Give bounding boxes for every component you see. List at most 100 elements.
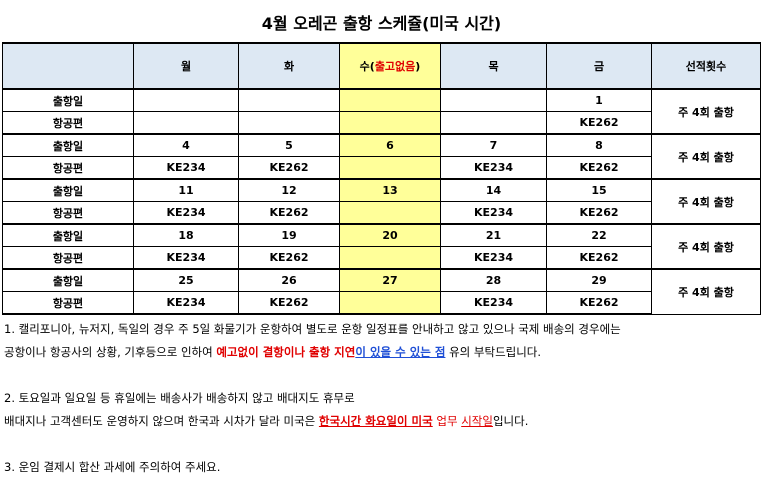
- date-cell: 21: [440, 223, 547, 247]
- row-label-date: 출항일: [2, 268, 134, 292]
- header-freq: 선적횟수: [651, 42, 761, 90]
- frequency-cell: 주 4회 출항: [651, 268, 761, 315]
- note-2-text-e: 입니다.: [492, 414, 529, 428]
- row-label-date: 출항일: [2, 133, 134, 157]
- frequency-cell: 주 4회 출항: [651, 223, 761, 270]
- notes-section: 1. 캘리포니아, 뉴저지, 독일의 경우 주 5일 화물기가 운항하여 별도로…: [4, 318, 760, 479]
- table-row: 출항일 4 5 6 7 8 주 4회 출항: [2, 133, 761, 180]
- header-tue: 화: [238, 42, 340, 90]
- flight-cell: KE234: [133, 201, 239, 225]
- flight-cell: KE262: [238, 291, 340, 315]
- row-label-date: 출항일: [2, 223, 134, 247]
- flight-cell: KE234: [133, 156, 239, 180]
- date-cell: [133, 88, 239, 112]
- page-title: 4월 오레곤 출항 스케쥴(미국 시간): [261, 14, 502, 33]
- table-header-row: 월 화 수(출고없음) 목 금 선적횟수: [2, 42, 761, 90]
- header-thu: 목: [440, 42, 547, 90]
- date-cell: 13: [339, 178, 441, 202]
- flight-cell: KE262: [238, 246, 340, 270]
- date-cell: 29: [546, 268, 652, 292]
- header-wed-note: 출고없음: [374, 60, 416, 73]
- header-wed-suffix: ): [415, 60, 421, 73]
- flight-cell: KE262: [546, 246, 652, 270]
- header-fri: 금: [546, 42, 652, 90]
- date-cell: [238, 88, 340, 112]
- row-label-date: 출항일: [2, 88, 134, 112]
- date-cell: 26: [238, 268, 340, 292]
- date-cell: [339, 88, 441, 112]
- note-1-line-2: 공항이나 항공사의 상황, 기후등으로 인하여 예고없이 결항이나 출항 지연이…: [4, 341, 760, 364]
- flight-cell: KE234: [440, 156, 547, 180]
- date-cell: 1: [546, 88, 652, 112]
- date-cell: 20: [339, 223, 441, 247]
- flight-cell: [238, 111, 340, 135]
- date-cell: 28: [440, 268, 547, 292]
- date-cell: 8: [546, 133, 652, 157]
- header-mon: 월: [133, 42, 239, 90]
- flight-cell: [339, 111, 441, 135]
- date-cell: 6: [339, 133, 441, 157]
- table-row: 항공편 KE234 KE262 KE234 KE262: [2, 201, 761, 225]
- note-1-line-1: 1. 캘리포니아, 뉴저지, 독일의 경우 주 5일 화물기가 운항하여 별도로…: [4, 322, 621, 336]
- note-1-warning: 예고없이 결항이나 출항 지연: [216, 345, 356, 359]
- flight-cell: [133, 111, 239, 135]
- row-label-flight: 항공편: [2, 111, 134, 135]
- flight-cell: [440, 111, 547, 135]
- flight-cell: KE234: [133, 291, 239, 315]
- flight-cell: [339, 291, 441, 315]
- table-row: 항공편 KE262: [2, 111, 761, 135]
- flight-cell: KE262: [238, 201, 340, 225]
- table-row: 항공편 KE234 KE262 KE234 KE262: [2, 291, 761, 315]
- schedule-table: 월 화 수(출고없음) 목 금 선적횟수 출항일 1 주 4회 출항 항공편 KE262…: [2, 42, 761, 315]
- note-2-warning: 한국시간 화요일이 미국: [318, 414, 433, 428]
- row-label-date: 출항일: [2, 178, 134, 202]
- table-row: 출항일 1 주 4회 출항: [2, 88, 761, 135]
- date-cell: 4: [133, 133, 239, 157]
- flight-cell: KE234: [133, 246, 239, 270]
- table-row: 출항일 25 26 27 28 29 주 4회 출항: [2, 268, 761, 315]
- frequency-cell: 주 4회 출항: [651, 88, 761, 135]
- flight-cell: KE262: [546, 201, 652, 225]
- flight-cell: KE234: [440, 246, 547, 270]
- date-cell: 11: [133, 178, 239, 202]
- note-2-text-c: 업무: [432, 414, 462, 428]
- date-cell: 18: [133, 223, 239, 247]
- table-row: 출항일 18 19 20 21 22 주 4회 출항: [2, 223, 761, 270]
- date-cell: 27: [339, 268, 441, 292]
- date-cell: 7: [440, 133, 547, 157]
- frequency-cell: 주 4회 출항: [651, 178, 761, 225]
- header-wed: 수(출고없음): [339, 42, 441, 90]
- flight-cell: KE262: [546, 291, 652, 315]
- table-row: 항공편 KE234 KE262 KE234 KE262: [2, 246, 761, 270]
- date-cell: 5: [238, 133, 340, 157]
- note-1-text-d: 유의 부탁드립니다.: [445, 345, 542, 359]
- flight-cell: [339, 201, 441, 225]
- date-cell: 15: [546, 178, 652, 202]
- header-corner: [2, 42, 134, 90]
- note-3: 3. 운임 결제시 합산 과세에 주의하여 주세요.: [4, 460, 221, 474]
- note-2-line-2: 배대지나 고객센터도 운영하지 않으며 한국과 시차가 달라 미국은 한국시간 …: [4, 410, 760, 433]
- table-row: 항공편 KE234 KE262 KE234 KE262: [2, 156, 761, 180]
- flight-cell: KE262: [546, 111, 652, 135]
- table-row: 출항일 11 12 13 14 15 주 4회 출항: [2, 178, 761, 225]
- flight-cell: [339, 246, 441, 270]
- date-cell: 12: [238, 178, 340, 202]
- flight-cell: KE262: [238, 156, 340, 180]
- row-label-flight: 항공편: [2, 291, 134, 315]
- flight-cell: KE234: [440, 201, 547, 225]
- note-1-emphasis: 이 있을 수 있는 점: [355, 345, 446, 359]
- note-1-text-a: 공항이나 항공사의 상황, 기후등으로 인하여: [4, 345, 217, 359]
- note-2-start-day: 시작일: [461, 414, 493, 428]
- date-cell: 14: [440, 178, 547, 202]
- frequency-cell: 주 4회 출항: [651, 133, 761, 180]
- note-2-text-a: 배대지나 고객센터도 운영하지 않으며 한국과 시차가 달라 미국은: [4, 414, 319, 428]
- flight-cell: [339, 156, 441, 180]
- date-cell: 19: [238, 223, 340, 247]
- date-cell: 25: [133, 268, 239, 292]
- row-label-flight: 항공편: [2, 201, 134, 225]
- row-label-flight: 항공편: [2, 246, 134, 270]
- date-cell: [440, 88, 547, 112]
- flight-cell: KE262: [546, 156, 652, 180]
- flight-cell: KE234: [440, 291, 547, 315]
- date-cell: 22: [546, 223, 652, 247]
